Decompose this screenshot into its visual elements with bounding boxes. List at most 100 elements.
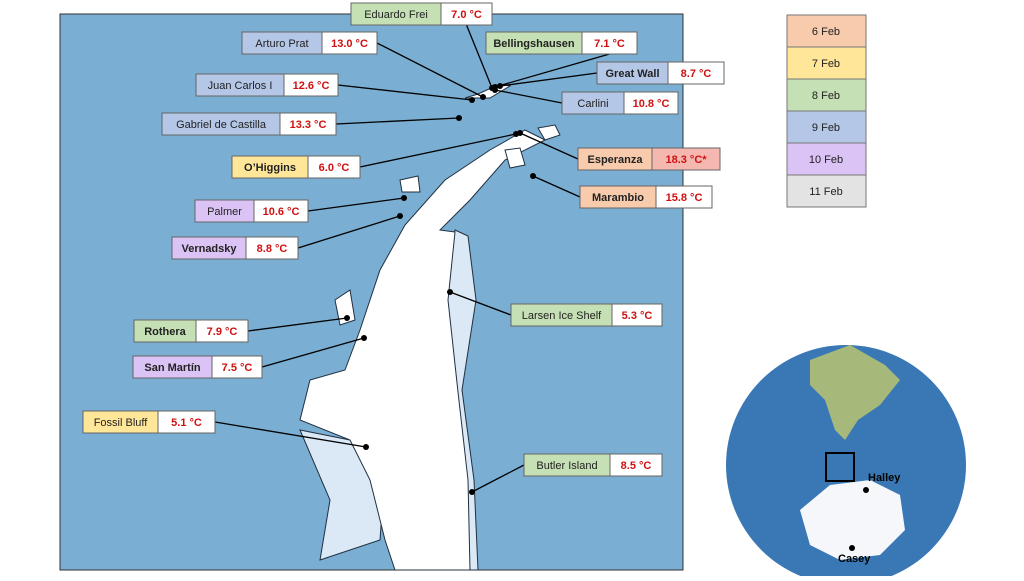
legend-label: 8 Feb [812,90,840,102]
leader-line [376,42,484,98]
station-dot [456,115,462,121]
legend-box [786,14,867,48]
station-name: Vernadsky [181,243,237,255]
station-temperature: 8.8 °C [257,243,288,255]
leader-line [247,317,348,332]
station-name: Bellingshausen [493,38,575,50]
station-dot [530,173,536,179]
station-name: Eduardo Frei [364,9,428,21]
globe: Halley Casey [726,345,966,581]
station-temp-box [581,31,638,55]
station-temp-box [283,73,339,97]
station-name: O’Higgins [244,162,296,174]
station-temperature: 6.0 °C [319,162,350,174]
leader-line [297,215,401,249]
legend-box [786,110,867,144]
station-temperature: 10.6 °C [263,206,300,218]
station-dot [497,83,503,89]
station-name: Esperanza [587,154,643,166]
station-dot [344,315,350,321]
leader-line [494,53,610,88]
leader-line [532,175,581,198]
station-name: Rothera [144,326,186,338]
leader-line [335,117,460,125]
legend-label: 6 Feb [812,26,840,38]
station-temp-box [157,410,216,434]
station-temperature: 7.9 °C [207,326,238,338]
station-temperature: 8.5 °C [621,460,652,472]
leader-line [214,421,367,448]
leader-line [307,197,405,212]
station-dot [401,195,407,201]
leader-line [359,133,517,168]
station-temp-box [651,147,721,171]
station-temperature: 7.0 °C [451,9,482,21]
legend-box [786,142,867,176]
legend-label: 9 Feb [812,122,840,134]
inset-box [825,452,855,482]
leader-line [494,89,563,104]
station-temperature: 7.1 °C [594,38,625,50]
globe-label: Halley [868,472,901,484]
station-dot [480,94,486,100]
station-dot [469,97,475,103]
station-temp-box [245,236,299,260]
station-temperature: 13.3 °C [290,119,327,131]
station-temperature: 7.5 °C [222,362,253,374]
antarctica [800,480,905,560]
station-temperature: 8.7 °C [681,68,712,80]
station-temp-box [279,112,337,136]
stations: Eduardo Frei 7.0 °C Arturo Prat 13.0 °C Bell… [82,2,725,495]
station-temp-box [321,31,378,55]
station-temp-box [195,319,249,343]
islands [334,83,561,326]
station-temp-box [667,61,725,85]
station-temperature: 12.6 °C [293,80,330,92]
leader-line [261,337,365,368]
station-temperature: 10.8 °C [633,98,670,110]
legend-label: 11 Feb [809,186,842,198]
station-dot [492,87,498,93]
station-temp-box [655,185,713,209]
leader-line [449,291,512,316]
station-temp-box [623,91,679,115]
south-america [810,345,900,440]
station-name: Palmer [207,206,242,218]
station-temp-box [307,155,361,179]
station-name: Marambio [592,192,644,204]
station-dot [469,489,475,495]
globe-ocean [726,345,966,581]
station-name: Juan Carlos I [208,80,273,92]
station-name: Fossil Bluff [94,417,149,429]
station-temperature: 18.3 °C* [665,154,707,166]
legend-box [786,78,867,112]
station-temp-box [611,303,663,327]
station-temperature: 15.8 °C [666,192,703,204]
station-dot [517,130,523,136]
legend-label: 7 Feb [812,58,840,70]
station-dot [363,444,369,450]
halley-dot [863,487,869,493]
legend-box [786,46,867,80]
station-name: Arturo Prat [255,38,308,50]
leader-line [519,132,579,160]
station-name: Butler Island [536,460,597,472]
legend-box [786,174,867,208]
station-temp-box [253,199,309,223]
globe-label: Casey [838,553,871,565]
legend: 6 Feb 7 Feb 8 Feb 9 Feb 10 Feb 11 Feb [786,14,867,208]
station-name: Gabriel de Castilla [176,119,267,131]
station-dot [397,213,403,219]
station-temp-box [211,355,263,379]
leader-line [499,72,598,87]
station-temp-box [609,453,663,477]
leader-line [337,84,473,101]
station-name: Carlini [577,98,608,110]
peninsula [299,129,547,571]
station-name: Great Wall [606,68,660,80]
station-name: Larsen Ice Shelf [522,310,602,322]
station-dot [361,335,367,341]
station-name: San Martín [144,362,201,374]
leader-line [465,24,493,89]
